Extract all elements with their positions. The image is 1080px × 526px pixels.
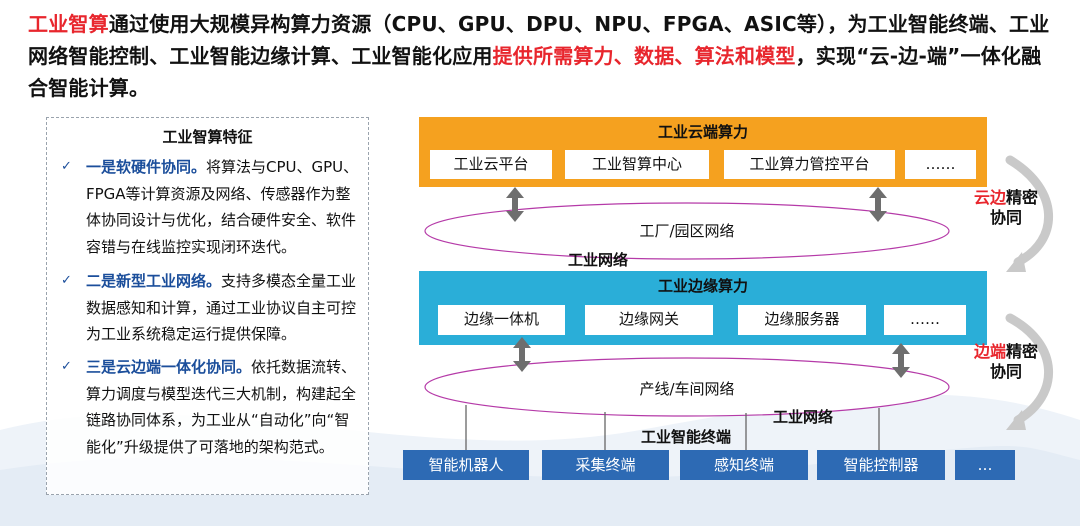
collab-bottom-red: 边端 [973, 342, 1006, 361]
cloud-layer-title: 工业云端算力 [657, 123, 748, 141]
feature-highlight: 一是软硬件协同。 [86, 158, 207, 176]
terminal-robot: 智能机器人 [403, 450, 529, 480]
features-panel: 工业智算特征 ✓ 一是软硬件协同。将算法与CPU、GPU、FPGA等计算资源及网… [46, 117, 369, 495]
terminal-connector-lines [465, 405, 880, 450]
industrial-network-label-2: 工业网络 [773, 408, 834, 426]
edge-terminal-collab-label: 边端精密 协同 [970, 342, 1042, 382]
collab-bottom-rest1: 精密 [1006, 342, 1039, 361]
cloud-box-datacenter: 工业智算中心 [565, 150, 709, 179]
arrow-cloud-right [869, 187, 887, 222]
edge-box-more: …… [884, 305, 966, 335]
arrow-edge-right [892, 343, 910, 378]
edge-layer-title: 工业边缘算力 [657, 277, 748, 295]
edge-compute-layer: 工业边缘算力 边缘一体机 边缘网关 边缘服务器 …… [419, 271, 987, 345]
features-title: 工业智算特征 [162, 128, 253, 146]
feature-highlight: 三是云边端一体化协同。 [86, 358, 252, 376]
cloud-box-control: 工业算力管控平台 [724, 150, 895, 179]
factory-network-label: 工厂/园区网络 [639, 222, 735, 240]
title-text-1: 通过使用大规模异构算力资源（CPU、GPU、DPU、NPU、FPGA、ASIC等… [28, 12, 1050, 68]
collab-bottom-rest2: 协同 [989, 362, 1022, 381]
collab-top-red: 云边 [973, 188, 1006, 207]
check-icon: ✓ [61, 159, 72, 174]
title-highlight-2: 提供所需算力、数据、算法和模型 [492, 44, 796, 68]
line-network-ellipse [424, 357, 950, 417]
edge-box-gateway: 边缘网关 [585, 305, 713, 335]
factory-network-ellipse [424, 202, 950, 260]
terminal-controller: 智能控制器 [817, 450, 945, 480]
page-title: 工业智算通过使用大规模异构算力资源（CPU、GPU、DPU、NPU、FPGA、A… [28, 8, 1058, 104]
feature-text: 依托数据流转、算力调度与模型迭代三大机制，构建起全链路协同体系，为工业从“自动化… [86, 358, 357, 456]
feature-item-1: ✓ 一是软硬件协同。将算法与CPU、GPU、FPGA等计算资源及网络、传感器作为… [61, 154, 361, 260]
arrow-edge-left [513, 337, 531, 372]
industrial-network-label-1: 工业网络 [568, 251, 629, 269]
feature-text: 支持多模态全量工业数据感知和计算，通过工业协议自主可控为工业系统稳定运行提供保障… [86, 272, 357, 343]
cloud-box-more: …… [905, 150, 976, 179]
terminal-layer-title: 工业智能终端 [641, 428, 732, 446]
feature-item-2: ✓ 二是新型工业网络。支持多模态全量工业数据感知和计算，通过工业协议自主可控为工… [61, 268, 361, 348]
title-text-2: ，实现“云-边-端”一体化融合智能计算。 [28, 44, 1042, 100]
line-network-label: 产线/车间网络 [639, 380, 735, 398]
arrow-cloud-left [506, 187, 524, 222]
feature-highlight: 二是新型工业网络。 [86, 272, 222, 290]
edge-box-server: 边缘服务器 [738, 305, 866, 335]
terminal-collector: 采集终端 [542, 450, 669, 480]
cloud-edge-collab-label: 云边精密 协同 [970, 188, 1042, 228]
collab-top-rest1: 精密 [1006, 188, 1039, 207]
feature-item-3: ✓ 三是云边端一体化协同。依托数据流转、算力调度与模型迭代三大机制，构建起全链路… [61, 354, 361, 460]
collab-top-rest2: 协同 [989, 208, 1022, 227]
check-icon: ✓ [61, 273, 72, 288]
title-highlight-1: 工业智算 [28, 12, 109, 36]
cloud-compute-layer: 工业云端算力 工业云平台 工业智算中心 工业算力管控平台 …… [419, 117, 987, 187]
cloud-box-platform: 工业云平台 [430, 150, 552, 179]
collab-curve-top [1005, 155, 1054, 272]
check-icon: ✓ [61, 359, 72, 374]
terminal-more: … [955, 450, 1015, 480]
feature-text: 将算法与CPU、GPU、FPGA等计算资源及网络、传感器作为整体协同设计与优化，… [86, 158, 359, 256]
collab-curve-bottom [1005, 313, 1054, 430]
edge-box-allinone: 边缘一体机 [438, 305, 565, 335]
terminal-sensor: 感知终端 [680, 450, 808, 480]
